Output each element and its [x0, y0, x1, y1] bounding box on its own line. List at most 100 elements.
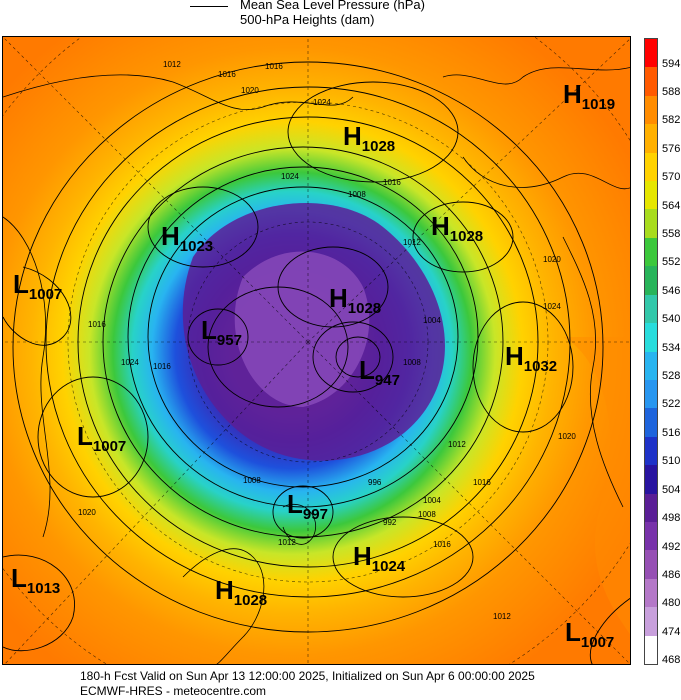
pressure-system-11: L997	[287, 489, 328, 523]
colorbar-tick-label: 504	[662, 483, 681, 496]
isobar-label: 1016	[433, 540, 451, 549]
pressure-system-2: H1028	[343, 121, 396, 155]
isobar-label: 992	[383, 518, 397, 527]
colorbar-swatch	[645, 95, 657, 125]
colorbar-swatch	[645, 465, 657, 495]
isobar-label: 1012	[403, 238, 421, 247]
colorbar-swatch	[645, 607, 657, 637]
isobar-label: 996	[368, 478, 382, 487]
pressure-system-12: H1024	[353, 541, 406, 575]
legend: Mean Sea Level Pressure (hPa) 500-hPa He…	[190, 0, 520, 32]
isobar-label: 1016	[473, 478, 491, 487]
colorbar-tick-label: 546	[662, 284, 681, 297]
colorbar-swatch	[645, 408, 657, 438]
colorbar-swatch	[645, 266, 657, 296]
isobar-label: 1008	[418, 510, 436, 519]
legend-label-heights: 500-hPa Heights (dam)	[240, 12, 375, 27]
isobar-label: 1016	[88, 320, 106, 329]
map-canvas: 1012 1016 1016 1020 1024 1024 1016 1008 1012 1020…	[3, 37, 630, 664]
isobar-label: 1012	[448, 440, 466, 449]
pressure-system-8: L947	[359, 355, 400, 389]
isobar-label: 1012	[493, 612, 511, 621]
isobar-labels: 1012 1016 1016 1020 1024 1024 1016 1008 1012 1020…	[78, 60, 576, 621]
isobar-label: 1008	[403, 358, 421, 367]
isobar-label: 1016	[218, 70, 236, 79]
colorbar-tick-label: 528	[662, 370, 681, 383]
colorbar-swatch	[645, 39, 657, 68]
colorbar-tick-label: 570	[662, 171, 681, 184]
colorbar-swatch	[645, 635, 657, 665]
colorbar-swatch	[645, 521, 657, 551]
colorbar-tick-label: 474	[662, 625, 681, 638]
isobar-label: 1024	[313, 98, 331, 107]
isobar-label: 1024	[543, 302, 561, 311]
colorbar-tick-label: 534	[662, 341, 681, 354]
model-source-text: ECMWF-HRES - meteocentre.com	[80, 684, 267, 698]
polar-vortex-inner	[234, 251, 370, 407]
colorbar-swatch	[645, 323, 657, 352]
colorbar-tick-label: 588	[662, 85, 681, 98]
isobar-label: 1012	[163, 60, 181, 69]
coastlines	[3, 66, 630, 664]
isobar-label: 1016	[265, 62, 283, 71]
colorbar-tick-label: 582	[662, 114, 681, 127]
colorbar-tick-label: 558	[662, 228, 681, 241]
isobar-label: 1016	[383, 178, 401, 187]
colorbar-swatch	[645, 209, 657, 239]
colorbar-tick-label: 576	[662, 142, 681, 155]
colorbar-tick-label: 564	[662, 199, 681, 212]
isobar-label: 1016	[153, 362, 171, 371]
colorbar-swatch	[645, 67, 657, 97]
colorbar-tick-label: 486	[662, 568, 681, 581]
isobar-label: 1004	[423, 316, 441, 325]
colorbar-tick-label: 492	[662, 540, 681, 553]
warm-region-east	[563, 337, 630, 635]
colorbar-swatch	[645, 124, 657, 154]
colorbar-swatch	[645, 152, 657, 182]
isobar-label: 1004	[423, 496, 441, 505]
colorbar-swatch	[645, 351, 657, 381]
colorbar	[644, 38, 658, 665]
legend-line-swatch	[190, 6, 228, 7]
pressure-system-7: H1028	[329, 283, 382, 317]
colorbar-tick-label: 480	[662, 597, 681, 610]
colorbar-swatch	[645, 578, 657, 608]
isobar-label: 1008	[348, 190, 366, 199]
colorbar-tick-label: 468	[662, 654, 681, 667]
isobar-label: 1020	[558, 432, 576, 441]
isobar-label: 1008	[243, 476, 261, 485]
colorbar-tick-label: 510	[662, 455, 681, 468]
pressure-system-10: L1007	[77, 421, 127, 455]
isobar-label: 1020	[543, 255, 561, 264]
colorbar-swatch	[645, 237, 657, 267]
isobar-label: 1024	[281, 172, 299, 181]
colorbar-swatch	[645, 493, 657, 523]
colorbar-tick-label: 540	[662, 313, 681, 326]
isobar-label: 1012	[278, 538, 296, 547]
forecast-valid-text: 180-h Fcst Valid on Sun Apr 13 12:00:00 …	[80, 669, 535, 683]
graticule	[3, 37, 630, 664]
colorbar-swatch	[645, 181, 657, 210]
colorbar-tick-label: 594	[662, 57, 681, 70]
legend-label-mslp: Mean Sea Level Pressure (hPa)	[240, 0, 425, 12]
colorbar-tick-label: 498	[662, 512, 681, 525]
pressure-system-4: H1028	[431, 211, 484, 245]
pressure-system-1: H1019	[563, 79, 616, 113]
colorbar-swatch	[645, 294, 657, 324]
isobar-label: 1024	[121, 358, 139, 367]
colorbar-swatch	[645, 550, 657, 580]
pressure-system-9: H1032	[505, 341, 558, 375]
colorbar-swatch	[645, 436, 657, 466]
pressure-system-14: H1028	[215, 575, 268, 609]
pressure-system-5: L1007	[13, 269, 63, 303]
colorbar-tick-label: 516	[662, 426, 681, 439]
isobar-label: 1020	[241, 86, 259, 95]
pressure-system-15: L1007	[565, 617, 615, 651]
colorbar-swatch	[645, 379, 657, 409]
pressure-system-13: L1013	[11, 563, 61, 597]
weather-map: 1012 1016 1016 1020 1024 1024 1016 1008 1012 1020…	[2, 36, 631, 665]
pressure-system-3: H1023	[161, 221, 214, 255]
pressure-system-6: L957	[201, 315, 242, 349]
isobar-label: 1020	[78, 508, 96, 517]
colorbar-tick-label: 522	[662, 398, 681, 411]
